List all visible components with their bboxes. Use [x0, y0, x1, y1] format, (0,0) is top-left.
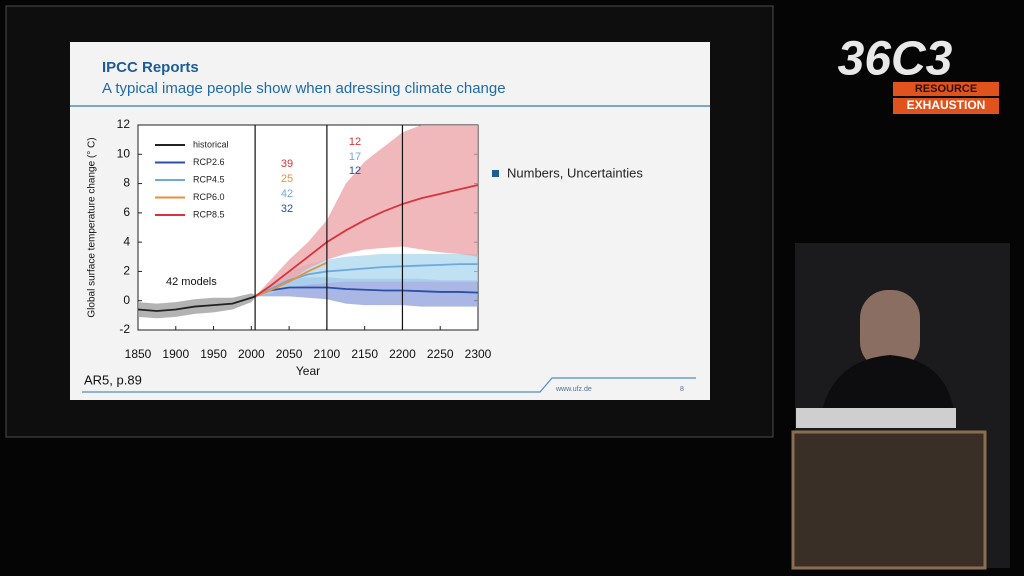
- model-count: 25: [281, 173, 293, 185]
- model-count: 32: [281, 203, 293, 215]
- legend-box: [142, 132, 250, 224]
- slide-title: IPCC Reports: [102, 59, 199, 76]
- series-line: [137, 295, 256, 312]
- x-tick-label: 2100: [314, 347, 341, 361]
- legend-label: RCP4.5: [193, 174, 225, 184]
- y-tick-label: 6: [123, 205, 130, 219]
- model-count: 17: [349, 151, 361, 163]
- legend-label: historical: [193, 139, 229, 149]
- x-axis-label: Year: [296, 364, 320, 378]
- series-line: [254, 261, 328, 298]
- series-line: [254, 184, 479, 298]
- logo-bar: [893, 98, 999, 114]
- y-tick-label: 4: [123, 234, 130, 248]
- bullet-square: [492, 170, 499, 177]
- y-tick-label: 2: [123, 264, 130, 278]
- page-number: 8: [680, 386, 684, 393]
- annotation: 42 models: [166, 276, 217, 288]
- x-tick-label: 2250: [427, 347, 454, 361]
- model-count: 12: [349, 136, 361, 148]
- model-count: 42: [281, 188, 293, 200]
- legend-label: RCP8.5: [193, 209, 225, 219]
- x-tick-label: 1900: [162, 347, 189, 361]
- x-tick-label: 2150: [351, 347, 378, 361]
- speaker-head: [860, 290, 920, 370]
- podium: [791, 430, 987, 570]
- x-tick-label: 2300: [465, 347, 492, 361]
- x-tick-label: 1850: [125, 347, 152, 361]
- x-tick-label: 1950: [200, 347, 227, 361]
- y-tick-label: -2: [119, 322, 130, 336]
- y-tick-label: 0: [123, 293, 130, 307]
- source-note: AR5, p.89: [84, 372, 142, 387]
- logo-line1: RESOURCE: [915, 83, 977, 95]
- bullet-text: Numbers, Uncertainties: [507, 165, 643, 180]
- y-tick-label: 12: [117, 117, 131, 131]
- logo-bar: [893, 82, 999, 96]
- podium-top: [796, 408, 956, 428]
- chart: -2 0 2 4 6 8 10 12 1850 1900 1950 2000 2050 2100 2150 2…: [87, 117, 492, 378]
- legend-label: RCP2.6: [193, 157, 225, 167]
- uncertainty-band: [255, 277, 478, 307]
- legend-label: RCP6.0: [193, 192, 225, 202]
- y-tick-label: 10: [117, 146, 131, 160]
- x-tick-label: 2000: [238, 347, 265, 361]
- speaker-body: [820, 355, 955, 420]
- model-count: 39: [281, 158, 293, 170]
- footer-url: www.ufz.de: [555, 386, 592, 393]
- x-tick-label: 2200: [389, 347, 416, 361]
- footer-rule: [82, 377, 696, 393]
- y-tick-label: 8: [123, 176, 130, 190]
- x-tick-label: 2050: [276, 347, 303, 361]
- model-count: 12: [349, 165, 361, 177]
- slide-subtitle: A typical image people show when adressi…: [102, 80, 506, 97]
- logo-line2: EXHAUSTION: [907, 98, 986, 112]
- series-line: [254, 263, 478, 298]
- series-line: [254, 286, 479, 298]
- y-axis-label: Global surface temperature change (° C): [87, 137, 98, 317]
- logo-mark: 36C3: [838, 33, 953, 86]
